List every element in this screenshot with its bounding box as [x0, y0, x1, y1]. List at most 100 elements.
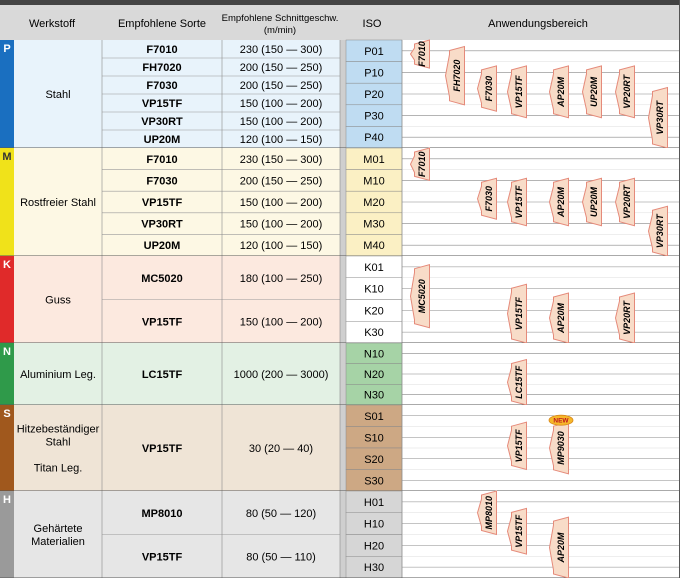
group-letter: H	[3, 494, 11, 506]
group-letter: P	[3, 43, 10, 55]
grade-name: MC5020	[141, 273, 183, 285]
group-letter: S	[3, 408, 10, 420]
header-sorte: Empfohlene Sorte	[118, 18, 206, 30]
range-bar	[614, 65, 635, 119]
cutting-speed: 80 (50 — 110)	[246, 551, 316, 563]
grade-name: F7030	[146, 175, 177, 187]
range-f7030: F7030	[476, 177, 497, 220]
header-werkstoff: Werkstoff	[29, 18, 76, 30]
range-label: MP8010	[484, 496, 494, 530]
cutting-speed: 150 (100 — 200)	[240, 219, 323, 231]
cutting-speed: 150 (100 — 200)	[240, 98, 323, 110]
range-label: AP20M	[556, 302, 566, 334]
iso-code: P30	[364, 111, 384, 123]
range-vp15tf: VP15TF	[506, 507, 527, 555]
group-color-stripe	[0, 343, 14, 405]
grade-name: FH7020	[142, 62, 181, 74]
iso-code: S01	[364, 411, 384, 423]
range-bar	[506, 507, 527, 555]
range-label: VP15TF	[514, 185, 524, 219]
iso-code: P10	[364, 67, 384, 79]
range-f7010: F7010	[409, 39, 430, 69]
cutting-speed: 180 (100 — 250)	[240, 273, 323, 285]
column-separator	[340, 405, 346, 491]
range-label: VP20RT	[622, 73, 632, 108]
range-vp20rt: VP20RT	[614, 177, 635, 227]
range-label: VP30RT	[655, 213, 665, 248]
group-m: M Rostfreier Stahl M01 M10 M20 M30 M40 F7010 230…	[0, 147, 680, 257]
range-up20m: UP20M	[581, 65, 602, 119]
range-mc5020: MC5020	[409, 264, 430, 329]
group-color-stripe	[0, 40, 14, 148]
material-name: Aluminium Leg.	[20, 369, 96, 381]
range-up20m: UP20M	[581, 177, 602, 227]
cutting-speed: 150 (100 — 200)	[240, 316, 323, 328]
range-vp30rt: VP30RT	[647, 205, 668, 257]
iso-code: M10	[363, 175, 384, 187]
range-label: AP20M	[556, 532, 566, 564]
cutting-speed: 120 (100 — 150)	[240, 134, 323, 146]
range-bar	[647, 205, 668, 257]
column-separator	[340, 256, 346, 343]
material-name: Stahl	[45, 437, 70, 449]
range-bar	[409, 39, 430, 69]
material-name: Guss	[45, 295, 71, 307]
range-lc15tf: LC15TF	[506, 358, 527, 406]
range-vp20rt: VP20RT	[614, 292, 635, 344]
column-separator	[340, 148, 346, 256]
material-name: Stahl	[45, 89, 70, 101]
range-bar	[506, 177, 527, 227]
range-bar	[506, 283, 527, 344]
iso-code: S10	[364, 432, 384, 444]
iso-code: S30	[364, 475, 384, 487]
range-bar	[548, 516, 569, 578]
range-bar	[476, 490, 497, 536]
range-bar	[581, 65, 602, 119]
column-separator	[340, 343, 346, 405]
grade-name: MP8010	[142, 508, 183, 520]
range-ap20m: AP20M	[548, 292, 569, 344]
iso-code: M20	[363, 197, 384, 209]
new-badge-text: NEW	[553, 418, 569, 425]
iso-code: H01	[364, 497, 384, 509]
range-bar	[581, 177, 602, 227]
header-anwendung: Anwendungsbereich	[488, 18, 588, 30]
range-label: VP15TF	[514, 297, 524, 331]
range-label: F7030	[484, 76, 494, 102]
range-bar	[476, 177, 497, 220]
iso-code: K30	[364, 327, 384, 339]
group-background	[14, 148, 346, 256]
range-bar	[647, 86, 668, 149]
range-label: UP20M	[589, 186, 599, 217]
range-bar	[476, 65, 497, 112]
range-bar	[548, 177, 569, 227]
range-f7030: F7030	[476, 65, 497, 112]
range-ap20m: AP20M	[548, 65, 569, 119]
range-bar	[548, 65, 569, 119]
grade-name: VP15TF	[142, 98, 183, 110]
grade-name: UP20M	[144, 240, 181, 252]
iso-code: P01	[364, 46, 384, 58]
group-color-stripe	[0, 148, 14, 256]
grade-name: VP15TF	[142, 316, 183, 328]
range-label: VP15TF	[514, 429, 524, 463]
group-letter: M	[2, 151, 11, 163]
range-bar	[614, 292, 635, 344]
range-label: VP30RT	[655, 99, 665, 134]
group-color-stripe	[0, 491, 14, 578]
group-p: P Stahl P01 P10 P20 P30 P40 F7010 230 (150 — 300…	[0, 39, 680, 149]
group-k: K Guss K01 K10 K20 K30 MC5020 180 (100 — 250) VP…	[0, 255, 680, 344]
grade-name: F7010	[146, 44, 177, 56]
material-name: Materialien	[31, 536, 85, 548]
range-f7010: F7010	[409, 147, 430, 182]
column-separator	[340, 491, 346, 578]
range-ap20m: AP20M	[548, 516, 569, 578]
iso-code: K01	[364, 262, 384, 274]
cutting-speed: 120 (100 — 150)	[240, 240, 323, 252]
group-color-stripe	[0, 256, 14, 343]
range-label: AP20M	[556, 186, 566, 218]
range-label: F7030	[484, 186, 494, 212]
range-label: UP20M	[589, 76, 599, 107]
